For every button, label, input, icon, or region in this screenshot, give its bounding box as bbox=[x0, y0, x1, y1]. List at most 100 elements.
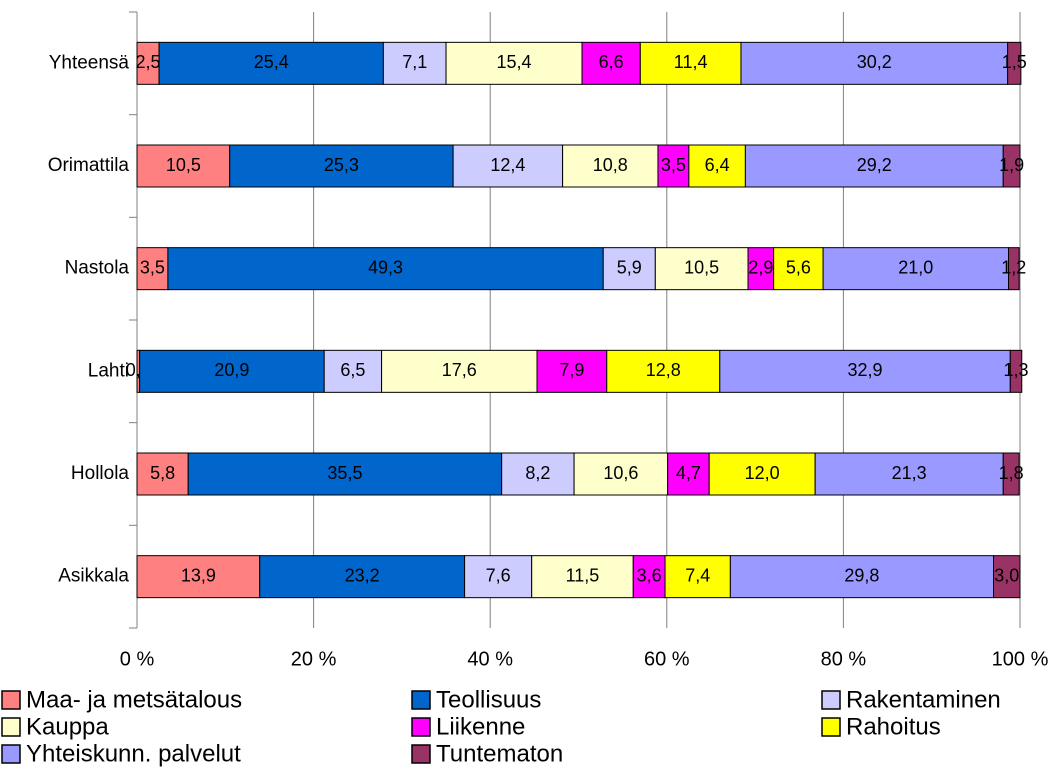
y-tick-label: Hollola bbox=[71, 463, 130, 484]
legend-label: Teollisuus bbox=[436, 686, 541, 713]
legend-label: Yhteiskunn. palvelut bbox=[26, 740, 241, 767]
legend-label: Kauppa bbox=[26, 713, 109, 740]
data-label: 25,4 bbox=[254, 52, 289, 72]
bar-segment bbox=[136, 247, 169, 291]
data-label: 35,5 bbox=[327, 463, 362, 483]
data-label: 29,8 bbox=[844, 565, 879, 585]
data-label: 6,5 bbox=[340, 360, 365, 380]
bar-segment bbox=[259, 555, 466, 599]
bar-segment bbox=[445, 41, 583, 85]
data-label: 15,4 bbox=[497, 52, 532, 72]
data-label: 3,6 bbox=[637, 565, 662, 585]
bar-segment bbox=[536, 349, 608, 393]
data-label: 23,2 bbox=[345, 565, 380, 585]
bar-segment bbox=[719, 349, 1011, 393]
bar-segment bbox=[993, 555, 1021, 599]
bar-segment bbox=[452, 144, 564, 188]
data-label: 7,6 bbox=[486, 565, 511, 585]
legend-swatch bbox=[1, 744, 21, 764]
bar-segment bbox=[632, 555, 666, 599]
data-label: 12,0 bbox=[745, 463, 780, 483]
legend-label: Rahoitus bbox=[846, 713, 941, 740]
data-label: 1,8 bbox=[999, 463, 1024, 483]
data-label: 25,3 bbox=[324, 155, 359, 175]
data-label: 5,9 bbox=[617, 257, 642, 277]
data-label: 10,5 bbox=[684, 257, 719, 277]
bar-segment bbox=[747, 247, 775, 291]
data-label: 6,4 bbox=[705, 155, 730, 175]
bar-segment bbox=[602, 247, 656, 291]
x-tick-label: 60 % bbox=[644, 648, 690, 670]
y-tick-label: Nastola bbox=[65, 258, 130, 279]
data-label: 12,4 bbox=[490, 155, 525, 175]
data-label: 30,2 bbox=[857, 52, 892, 72]
data-label: 5,6 bbox=[786, 257, 811, 277]
data-label: 1,3 bbox=[1004, 360, 1029, 380]
data-label: 1,9 bbox=[999, 155, 1024, 175]
bar-segment bbox=[740, 41, 1009, 85]
y-tick-label: Asikkala bbox=[58, 566, 129, 587]
data-label: 3,5 bbox=[140, 257, 165, 277]
x-tick-label: 80 % bbox=[821, 648, 867, 670]
legend-label: Liikenne bbox=[436, 713, 525, 740]
data-label: 29,2 bbox=[857, 155, 892, 175]
bar-segment bbox=[136, 555, 261, 599]
data-label: 3,5 bbox=[661, 155, 686, 175]
legend-swatch bbox=[411, 690, 431, 710]
bar-segment bbox=[654, 247, 749, 291]
data-label: 10,6 bbox=[603, 463, 638, 483]
bar-segment bbox=[136, 452, 189, 496]
bar-segment bbox=[1002, 144, 1021, 188]
legend-swatch bbox=[1, 717, 21, 737]
bar-segment bbox=[606, 349, 721, 393]
data-label: 1,2 bbox=[1001, 257, 1026, 277]
data-label: 5,8 bbox=[150, 463, 175, 483]
y-tick-label: Lahti bbox=[88, 360, 129, 381]
data-label: 4,7 bbox=[676, 463, 701, 483]
bar-segment bbox=[501, 452, 575, 496]
legend-label: Maa- ja metsätalous bbox=[26, 686, 242, 713]
bar-segment bbox=[573, 452, 669, 496]
data-label: 7,9 bbox=[559, 360, 584, 380]
data-label: 3,0 bbox=[994, 565, 1019, 585]
legend-swatch bbox=[821, 717, 841, 737]
data-label: 2,9 bbox=[748, 257, 773, 277]
bar-segment bbox=[167, 247, 604, 291]
data-label: 12,8 bbox=[646, 360, 681, 380]
legend-swatch bbox=[411, 717, 431, 737]
data-label: 7,4 bbox=[685, 565, 710, 585]
y-tick-label: Orimattila bbox=[48, 155, 130, 176]
bar-segment bbox=[822, 247, 1010, 291]
data-label: 32,9 bbox=[848, 360, 883, 380]
data-label: 20,9 bbox=[214, 360, 249, 380]
legend-swatch bbox=[821, 690, 841, 710]
x-tick-label: 20 % bbox=[291, 648, 337, 670]
bar-segment bbox=[1007, 41, 1022, 85]
data-label: 49,3 bbox=[368, 257, 403, 277]
bar-segment bbox=[187, 452, 503, 496]
data-label: 7,1 bbox=[402, 52, 427, 72]
bar-segment bbox=[657, 144, 690, 188]
data-label: 1,5 bbox=[1002, 52, 1027, 72]
bar-segment bbox=[1002, 452, 1020, 496]
legend-label: Tuntematon bbox=[436, 740, 563, 767]
legend-swatch bbox=[1, 690, 21, 710]
data-label: 11,4 bbox=[674, 52, 708, 72]
y-tick-label: Yhteensä bbox=[49, 52, 130, 73]
x-tick-label: 0 % bbox=[120, 648, 155, 670]
bar-segment bbox=[562, 144, 659, 188]
bar-segment bbox=[139, 349, 325, 393]
bar-segment bbox=[1009, 349, 1023, 393]
bar-segment bbox=[664, 555, 731, 599]
bar-segment bbox=[464, 555, 533, 599]
data-label: 21,3 bbox=[892, 463, 927, 483]
data-label: 2,5 bbox=[136, 52, 161, 72]
bar-segment bbox=[531, 555, 634, 599]
data-label: 6,6 bbox=[599, 52, 624, 72]
data-label: 13,9 bbox=[181, 565, 216, 585]
bar-segment bbox=[158, 41, 384, 85]
data-label: 8,2 bbox=[525, 463, 550, 483]
x-tick-label: 40 % bbox=[467, 648, 513, 670]
bar-segment bbox=[708, 452, 816, 496]
